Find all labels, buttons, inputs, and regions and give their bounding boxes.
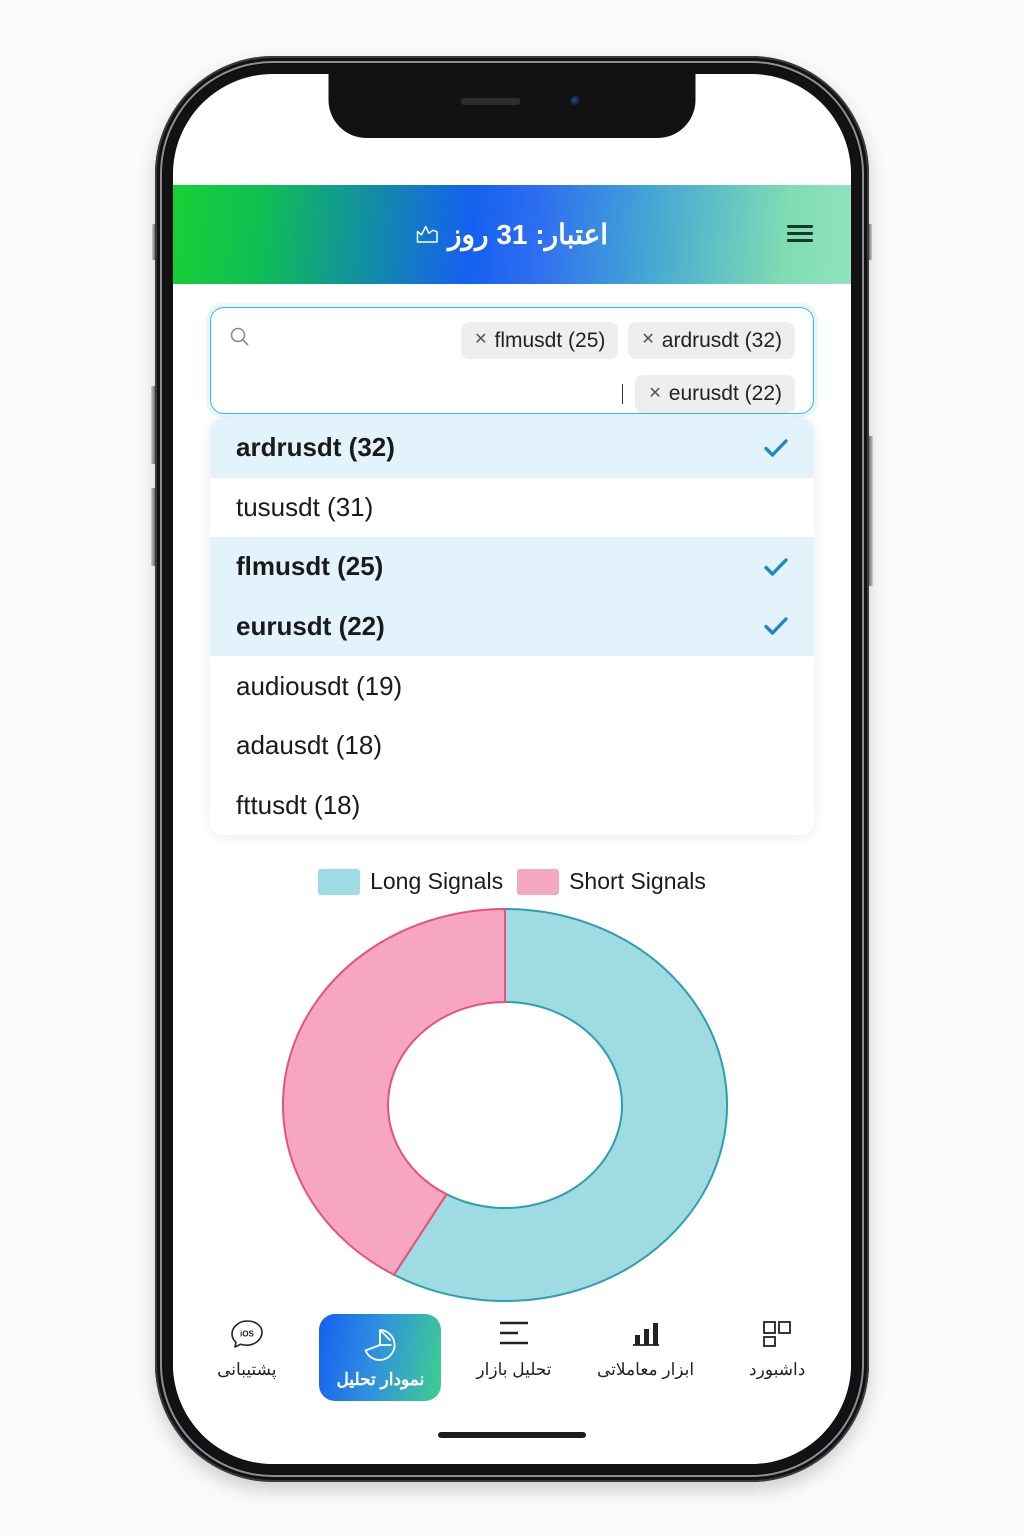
- svg-text:iOS: iOS: [240, 1330, 254, 1339]
